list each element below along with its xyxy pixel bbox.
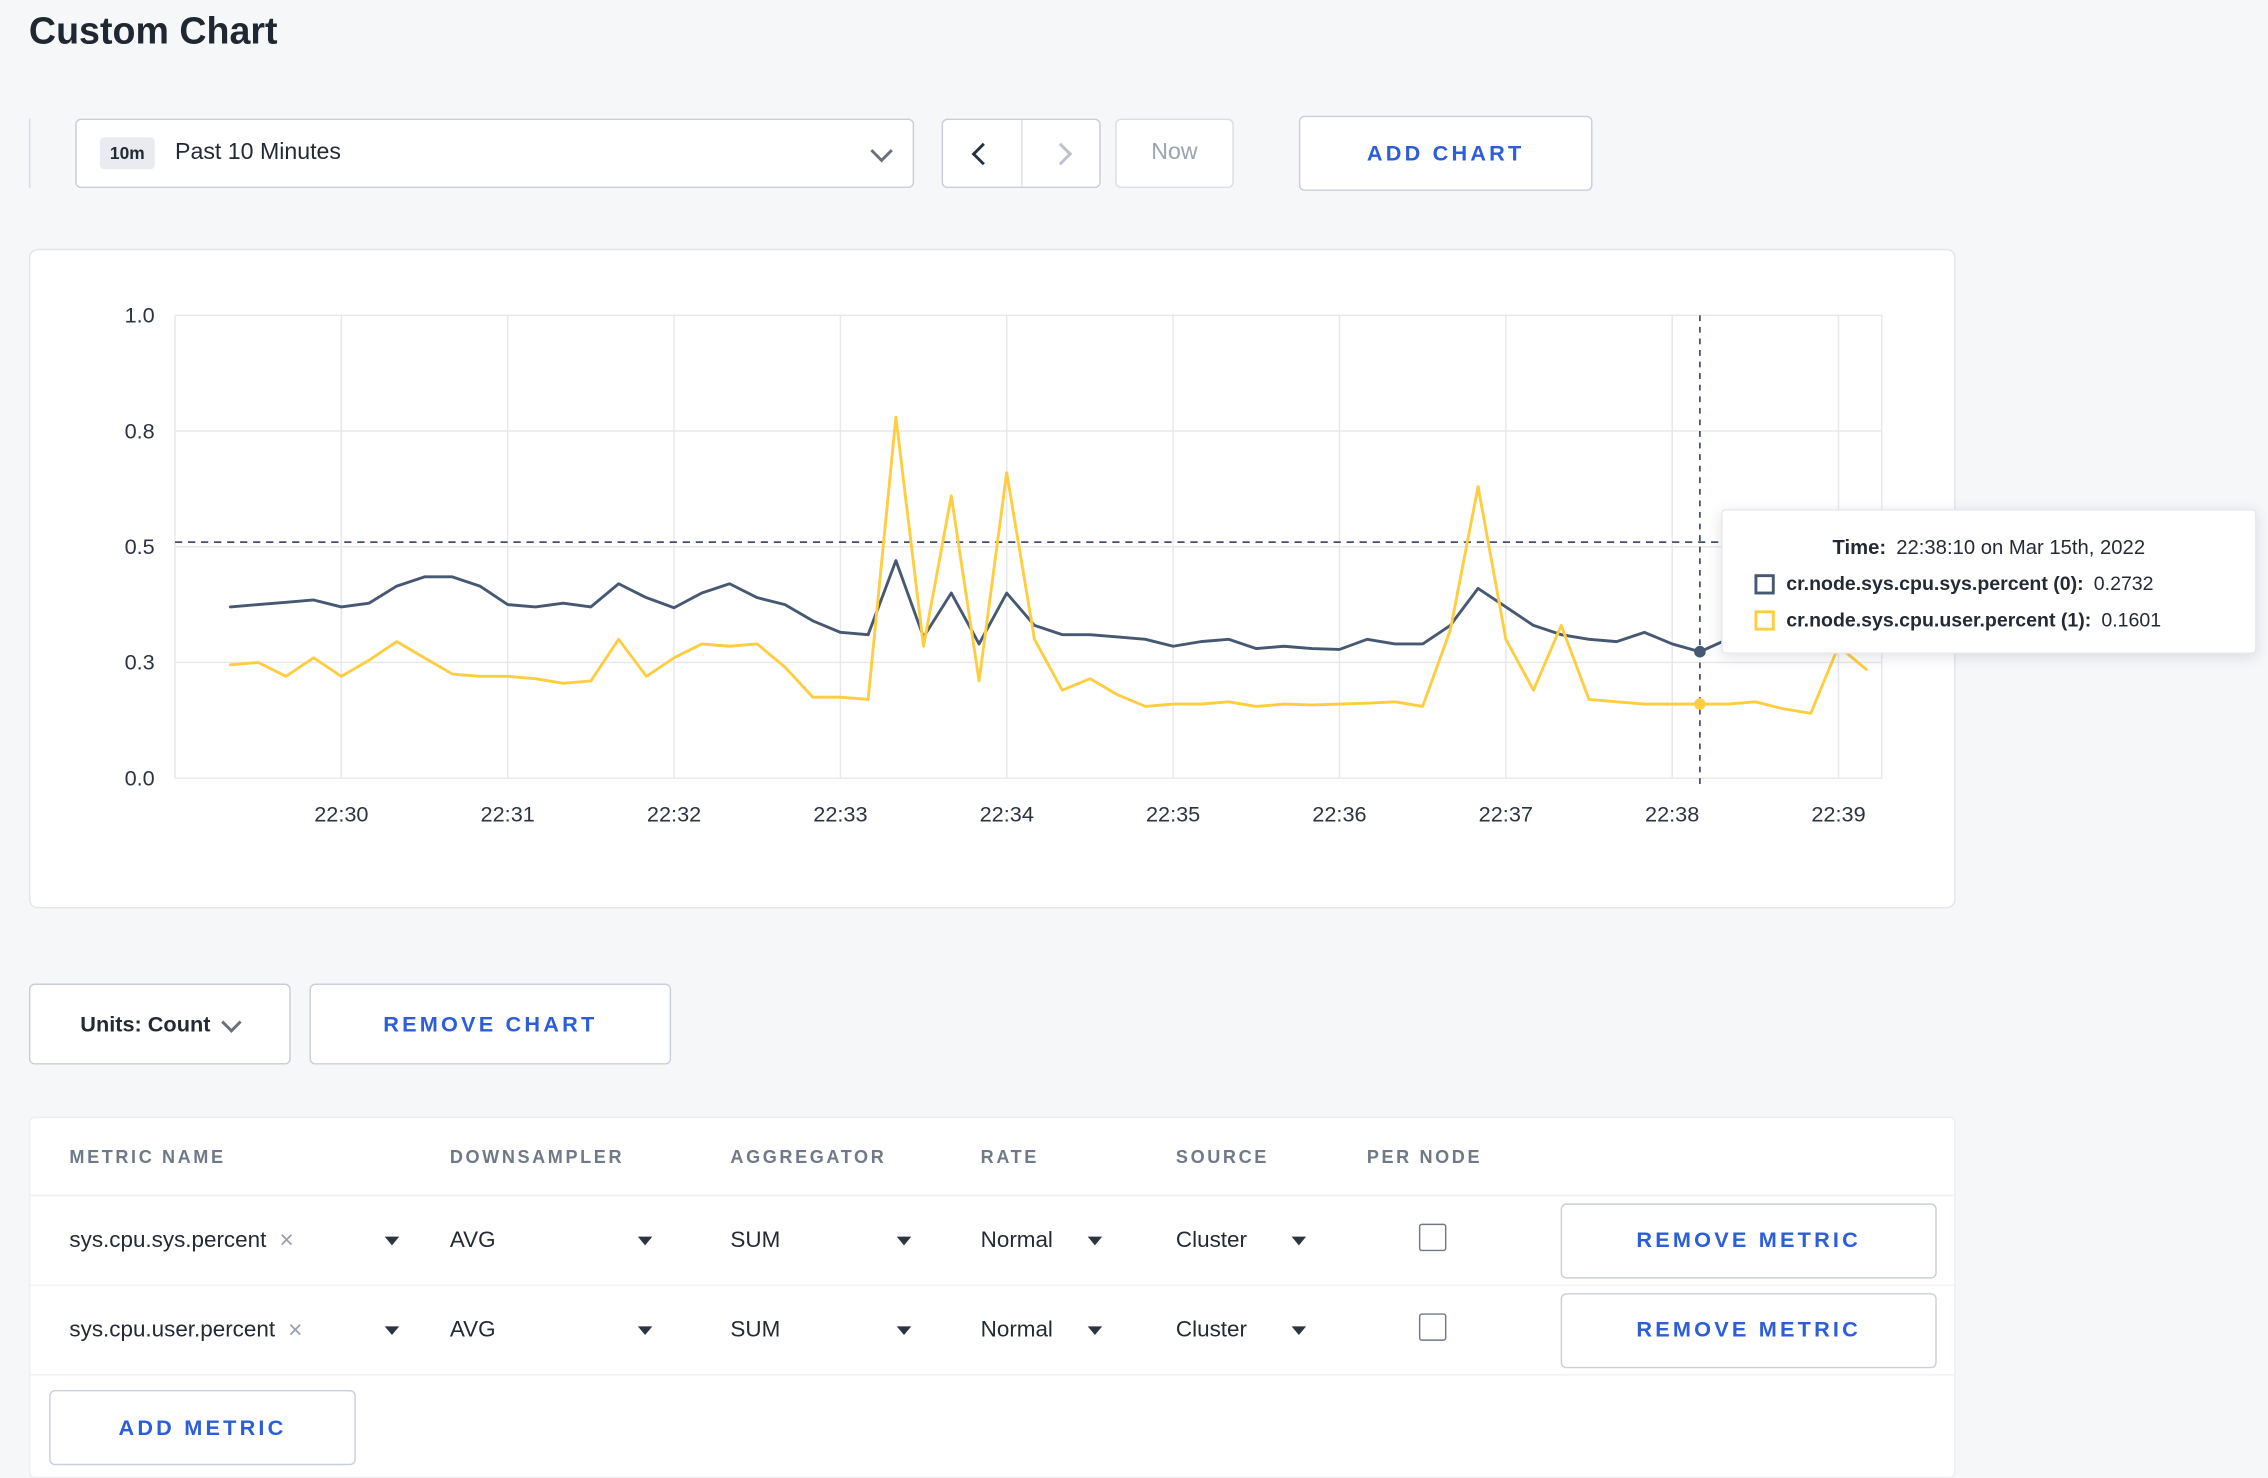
caret-down-icon — [637, 1235, 653, 1245]
x-axis-tick-label: 22:32 — [647, 802, 701, 827]
chevron-down-icon — [870, 139, 893, 162]
add-chart-button[interactable]: ADD CHART — [1298, 115, 1593, 191]
col-header-metric-name: METRIC NAME — [69, 1146, 226, 1167]
metric-name-select[interactable]: sys.cpu.user.percent × — [69, 1316, 400, 1344]
series-line-0 — [228, 559, 1868, 654]
y-axis-tick-label: 0.0 — [125, 765, 155, 790]
time-range-dropdown[interactable]: 10m Past 10 Minutes — [75, 118, 915, 189]
aggregator-value: SUM — [730, 1316, 781, 1342]
tooltip-series-value: 0.1601 — [2101, 608, 2162, 631]
chevron-right-icon — [1049, 142, 1073, 165]
x-axis-tick-label: 22:35 — [1146, 802, 1200, 827]
rate-value: Normal — [980, 1227, 1053, 1252]
metrics-table-header: METRIC NAME DOWNSAMPLER AGGREGATOR RATE … — [30, 1118, 1955, 1197]
tooltip-series-value: 0.2732 — [2093, 572, 2154, 595]
per-node-checkbox[interactable] — [1418, 1222, 1447, 1251]
source-select[interactable]: Cluster — [1175, 1227, 1307, 1253]
add-metric-button[interactable]: ADD METRIC — [49, 1389, 356, 1466]
metric-name-value: sys.cpu.sys.percent — [69, 1227, 267, 1252]
downsampler-value: AVG — [449, 1227, 496, 1252]
series-line-1 — [228, 415, 1868, 715]
x-axis-tick-label: 22:38 — [1645, 802, 1699, 827]
x-axis-tick-label: 22:31 — [481, 802, 535, 827]
x-axis-tick-label: 22:33 — [813, 802, 867, 827]
units-dropdown[interactable]: Units: Count — [28, 983, 291, 1065]
rate-select[interactable]: Normal — [980, 1316, 1103, 1343]
caret-down-icon — [1087, 1325, 1103, 1335]
crosshair-point — [1694, 698, 1706, 710]
time-toolbar: 10m Past 10 Minutes Now ADD CHART — [28, 115, 1593, 191]
downsampler-value: AVG — [449, 1316, 496, 1342]
aggregator-value: SUM — [730, 1227, 781, 1252]
per-node-checkbox[interactable] — [1418, 1312, 1447, 1341]
caret-down-icon — [384, 1325, 400, 1335]
time-range-label: Past 10 Minutes — [175, 140, 342, 165]
y-axis-tick-label: 1.0 — [125, 303, 155, 328]
remove-metric-button[interactable]: REMOVE METRIC — [1560, 1292, 1937, 1368]
x-axis-tick-label: 22:30 — [314, 802, 368, 827]
col-header-per-node: PER NODE — [1366, 1146, 1483, 1167]
rate-select[interactable]: Normal — [980, 1227, 1103, 1253]
y-axis-tick-label: 0.5 — [125, 534, 155, 559]
col-header-aggregator: AGGREGATOR — [730, 1146, 887, 1167]
col-header-source: SOURCE — [1175, 1146, 1269, 1167]
x-axis-tick-label: 22:36 — [1312, 802, 1366, 827]
y-axis-tick-label: 0.8 — [125, 418, 155, 443]
close-icon[interactable]: × — [279, 1226, 294, 1255]
page-title: Custom Chart — [28, 8, 278, 53]
metric-name-value: sys.cpu.user.percent — [69, 1316, 276, 1342]
toolbar-divider — [28, 118, 31, 189]
rate-value: Normal — [980, 1316, 1053, 1342]
crosshair-point — [1694, 645, 1706, 658]
col-header-rate: RATE — [980, 1146, 1039, 1167]
caret-down-icon — [1291, 1325, 1307, 1335]
downsampler-select[interactable]: AVG — [449, 1227, 653, 1253]
next-range-button[interactable] — [1021, 120, 1099, 187]
units-label: Units: Count — [80, 1011, 211, 1037]
metrics-table: METRIC NAME DOWNSAMPLER AGGREGATOR RATE … — [28, 1116, 1956, 1478]
chart-actions-row: Units: Count REMOVE CHART — [28, 983, 672, 1065]
metric-row: sys.cpu.sys.percent × AVG SUM Normal — [30, 1196, 1955, 1286]
chart-card[interactable]: 0.0 0.3 0.5 0.8 1.0 22:30 22:31 22:32 22:33 22:34… — [28, 248, 1957, 910]
range-pager — [941, 118, 1101, 189]
downsampler-select[interactable]: AVG — [449, 1316, 653, 1343]
source-select[interactable]: Cluster — [1175, 1316, 1307, 1343]
metrics-line-chart[interactable]: 0.0 0.3 0.5 0.8 1.0 22:30 22:31 22:32 22:33 22:34… — [30, 250, 1957, 910]
y-axis-tick-label: 0.3 — [125, 650, 155, 675]
x-axis-tick-label: 22:37 — [1479, 802, 1533, 827]
metric-row: sys.cpu.user.percent × AVG SUM Normal — [30, 1286, 1955, 1376]
caret-down-icon — [1087, 1235, 1103, 1245]
metric-name-select[interactable]: sys.cpu.sys.percent × — [69, 1226, 400, 1255]
x-axis-tick-label: 22:39 — [1811, 802, 1865, 827]
aggregator-select[interactable]: SUM — [730, 1227, 912, 1253]
aggregator-select[interactable]: SUM — [730, 1316, 912, 1343]
caret-down-icon — [896, 1325, 912, 1335]
prev-range-button[interactable] — [943, 120, 1021, 187]
caret-down-icon — [637, 1325, 653, 1335]
caret-down-icon — [896, 1235, 912, 1245]
close-icon[interactable]: × — [288, 1316, 303, 1344]
caret-down-icon — [1291, 1235, 1307, 1245]
caret-down-icon — [384, 1235, 400, 1245]
x-axis-tick-label: 22:34 — [980, 802, 1034, 827]
chevron-down-icon — [221, 1011, 243, 1033]
remove-chart-button[interactable]: REMOVE CHART — [309, 983, 672, 1065]
time-range-badge: 10m — [99, 137, 155, 170]
chevron-left-icon — [970, 142, 994, 165]
now-button[interactable]: Now — [1115, 118, 1234, 189]
source-value: Cluster — [1175, 1316, 1247, 1342]
source-value: Cluster — [1175, 1227, 1247, 1252]
col-header-downsampler: DOWNSAMPLER — [449, 1146, 625, 1167]
remove-metric-button[interactable]: REMOVE METRIC — [1560, 1202, 1937, 1278]
